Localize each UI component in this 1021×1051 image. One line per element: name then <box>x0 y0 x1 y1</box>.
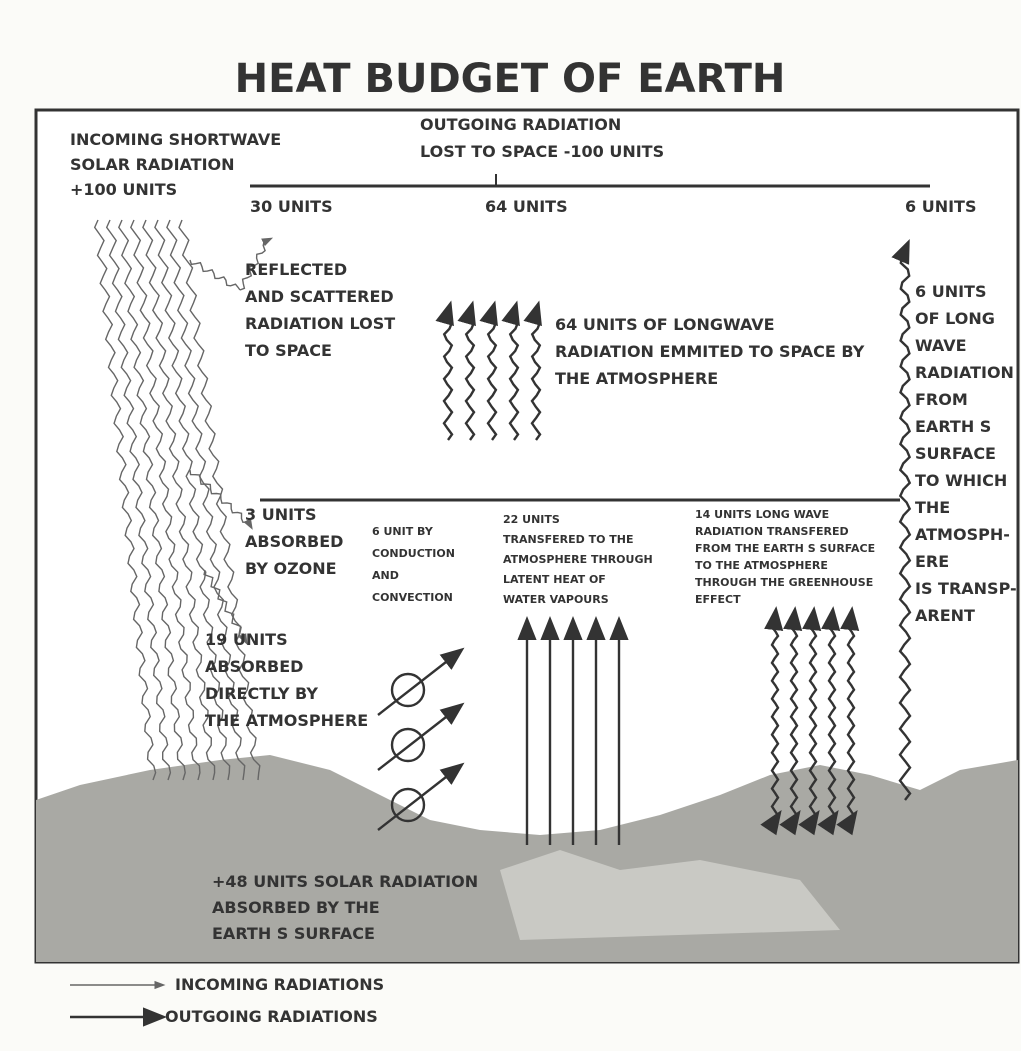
atmos-ray <box>203 569 248 645</box>
incoming-ray <box>154 219 231 781</box>
label-line: 6 UNITS <box>915 282 986 301</box>
label-line: THE ATMOSPHERE <box>205 711 368 730</box>
longwave-arrow <box>479 300 498 441</box>
label-line: ABSORBED BY THE <box>212 898 380 917</box>
label-line: AND SCATTERED <box>245 287 394 306</box>
label-line: ATMOSPH- <box>915 525 1010 544</box>
label-line: LOST TO SPACE -100 UNITS <box>420 142 664 161</box>
label-line: 6 UNIT BY <box>372 525 434 538</box>
incoming-ray <box>142 219 216 781</box>
label-line: LATENT HEAT OF <box>503 573 606 586</box>
surface-longwave-arrow <box>891 238 912 801</box>
convection-loop <box>390 727 426 763</box>
incoming-ray <box>129 219 201 781</box>
label-line: ERE <box>915 552 949 571</box>
label-line: +48 UNITS SOLAR RADIATION <box>212 872 478 891</box>
greenhouse-arrow <box>836 606 860 836</box>
label-line: TO SPACE <box>245 341 332 360</box>
legend-label: OUTGOING RADIATIONS <box>165 1007 378 1026</box>
label-line: IS TRANSP- <box>915 579 1017 598</box>
label-line: TO WHICH <box>915 471 1007 490</box>
longwave-arrow <box>457 300 476 441</box>
label-line: BY OZONE <box>245 559 337 578</box>
convection-loop <box>390 787 426 823</box>
label-line: CONVECTION <box>372 591 453 604</box>
label-line: ABSORBED <box>245 532 343 551</box>
greenhouse-arrow <box>760 606 784 836</box>
label-line: AND <box>372 569 399 582</box>
convection-arrow <box>377 762 465 831</box>
greenhouse-arrow <box>817 606 841 836</box>
label-line: TRANSFERED TO THE <box>503 533 634 546</box>
label-line: +100 UNITS <box>70 180 177 199</box>
label-line: INCOMING SHORTWAVE <box>70 130 281 149</box>
incoming-ray <box>178 219 261 781</box>
incoming-ray <box>105 219 172 781</box>
label-line: CONDUCTION <box>372 547 455 560</box>
label-line: THE ATMOSPHERE <box>555 369 718 388</box>
label-line: EARTH S <box>915 417 991 436</box>
convection-arrow <box>377 647 465 716</box>
label-line: THE <box>915 498 950 517</box>
longwave-arrow <box>523 300 542 441</box>
label-line: ATMOSPHERE THROUGH <box>503 553 653 566</box>
title: HEAT BUDGET OF EARTH <box>235 56 786 102</box>
incoming-ray <box>117 219 186 781</box>
ozone-ray <box>189 469 253 530</box>
label-line: 30 UNITS <box>250 197 333 216</box>
label-line: RADIATION LOST <box>245 314 395 333</box>
incoming-ray <box>166 219 246 781</box>
label-line: 22 UNITS <box>503 513 560 526</box>
label-line: SOLAR RADIATION <box>70 155 235 174</box>
label-line: FROM <box>915 390 968 409</box>
label-line: 64 UNITS OF LONGWAVE <box>555 315 775 334</box>
legend-label: INCOMING RADIATIONS <box>175 975 384 994</box>
label-line: ABSORBED <box>205 657 303 676</box>
label-line: OUTGOING RADIATION <box>420 115 621 134</box>
label-line: 64 UNITS <box>485 197 568 216</box>
label-line: RADIATION EMMITED TO SPACE BY <box>555 342 865 361</box>
label-line: EFFECT <box>695 593 741 606</box>
label-line: 6 UNITS <box>905 197 976 216</box>
label-line: 14 UNITS LONG WAVE <box>695 508 829 521</box>
label-line: WAVE <box>915 336 967 355</box>
label-line: OF LONG <box>915 309 995 328</box>
longwave-arrow <box>435 300 454 441</box>
greenhouse-arrow <box>798 606 822 836</box>
label-line: TO THE ATMOSPHERE <box>695 559 828 572</box>
label-line: DIRECTLY BY <box>205 684 318 703</box>
ground-highlight <box>500 850 840 940</box>
label-line: SURFACE <box>915 444 996 463</box>
label-line: RADIATION TRANSFERED <box>695 525 849 538</box>
label-line: EARTH S SURFACE <box>212 924 375 943</box>
label-line: RADIATION <box>915 363 1014 382</box>
reflected-ray <box>239 237 274 291</box>
convection-arrow <box>377 702 465 771</box>
longwave-arrow <box>501 300 520 441</box>
label-line: FROM THE EARTH S SURFACE <box>695 542 875 555</box>
label-line: THROUGH THE GREENHOUSE <box>695 576 873 589</box>
label-line: WATER VAPOURS <box>503 593 609 606</box>
greenhouse-arrow <box>779 606 803 836</box>
convection-loop <box>390 672 426 708</box>
incoming-ray <box>93 219 157 781</box>
reflected-ray <box>189 259 241 291</box>
label-line: 19 UNITS <box>205 630 288 649</box>
label-line: ARENT <box>915 606 975 625</box>
label-line: 3 UNITS <box>245 505 316 524</box>
label-line: REFLECTED <box>245 260 347 279</box>
